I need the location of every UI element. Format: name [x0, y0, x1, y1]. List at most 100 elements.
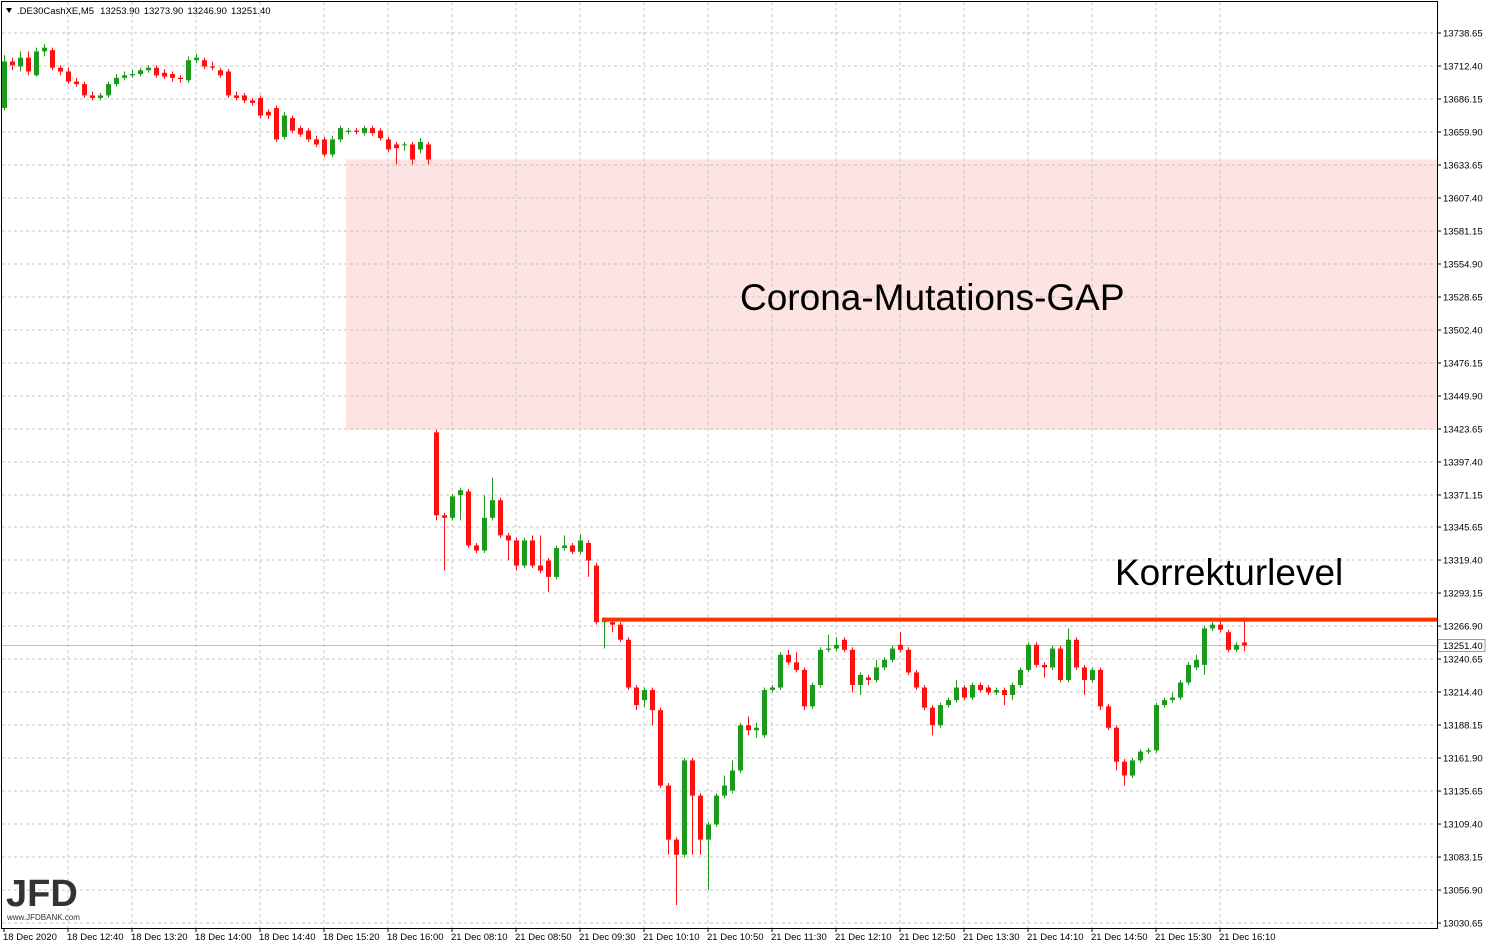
y-tick-label: 13423.65	[1443, 424, 1483, 435]
candle-body	[794, 662, 799, 670]
grid-layer	[2, 2, 1441, 932]
candle-body	[290, 118, 295, 131]
candle-body	[250, 100, 255, 103]
candle-body	[514, 540, 519, 566]
y-tick-label: 13449.90	[1443, 391, 1483, 402]
candle-body	[674, 839, 679, 855]
candle-body	[474, 545, 479, 551]
candle-body	[634, 687, 639, 706]
candle-body	[618, 624, 623, 640]
y-tick-label: 13109.40	[1443, 820, 1483, 831]
candle-body	[746, 725, 751, 731]
candle-body	[74, 81, 79, 85]
candle-body	[1106, 706, 1111, 728]
candle-body	[498, 500, 503, 536]
candle-body	[354, 130, 359, 132]
candle-body	[642, 690, 647, 701]
candle-body	[234, 95, 239, 98]
candle-body	[218, 70, 223, 76]
candle-body	[362, 128, 367, 134]
candle-body	[330, 139, 335, 155]
candle-body	[690, 760, 695, 796]
candle-body	[450, 496, 455, 518]
candle-body	[1218, 624, 1223, 630]
ohlc-high: 13273.90	[144, 6, 184, 17]
candle-body	[434, 432, 439, 516]
y-tick-label: 13240.65	[1443, 655, 1483, 666]
candle-body	[1002, 690, 1007, 696]
y-tick-label: 13581.15	[1443, 226, 1483, 237]
x-tick-label: 21 Dec 08:50	[515, 932, 572, 943]
candle-body	[754, 727, 759, 731]
candle-body	[138, 70, 143, 75]
x-tick-label: 18 Dec 13:20	[131, 932, 188, 943]
candle-body	[898, 644, 903, 650]
y-tick-label: 13554.90	[1443, 259, 1483, 270]
y-tick-label: 13607.40	[1443, 193, 1483, 204]
candle-body	[394, 144, 399, 149]
candle-body	[42, 47, 47, 52]
y-tick-label: 13633.65	[1443, 160, 1483, 171]
candle-body	[1018, 669, 1023, 685]
candle-body	[1010, 684, 1015, 696]
x-tick-label: 18 Dec 12:40	[67, 932, 124, 943]
candle-body	[1098, 669, 1103, 707]
candle-body	[970, 684, 975, 698]
candle-body	[922, 687, 927, 708]
candle-body	[282, 115, 287, 137]
candle-body	[1034, 644, 1039, 665]
candle-body	[130, 74, 135, 76]
candle-body	[114, 77, 119, 85]
candle-body	[978, 684, 983, 691]
candle-body	[506, 535, 511, 541]
candle-body	[410, 144, 415, 160]
x-tick-label: 18 Dec 2020	[3, 932, 57, 943]
candle-body	[58, 67, 63, 72]
candle-body	[18, 57, 23, 67]
candle-body	[266, 111, 271, 116]
y-tick-label: 13397.40	[1443, 457, 1483, 468]
candle-body	[418, 141, 423, 150]
candle-body	[490, 500, 495, 518]
candle-body	[162, 72, 167, 77]
candle-body	[170, 74, 175, 78]
menu-icon	[6, 8, 12, 13]
candle-body	[306, 130, 311, 140]
candle-body	[1122, 761, 1127, 776]
overlay-layer: 13738.65 13712.40 13686.15 13659.90 13633.65…	[3, 28, 1486, 943]
x-tick-label: 21 Dec 16:10	[1219, 932, 1276, 943]
y-tick-label: 13293.15	[1443, 589, 1483, 600]
candle-body	[842, 639, 847, 650]
candle-body	[666, 785, 671, 840]
candle-body	[1130, 760, 1135, 776]
x-tick-label: 21 Dec 14:10	[1027, 932, 1084, 943]
x-tick-label: 21 Dec 12:50	[899, 932, 956, 943]
candle-body	[338, 128, 343, 140]
candle-body	[1154, 705, 1159, 751]
candle-body	[562, 545, 567, 548]
candle-body	[1234, 644, 1239, 650]
header: .DE30CashXE,M5 13253.90 13273.90 13246.90 13…	[17, 6, 271, 17]
logo-url: www.JFDBANK.com	[6, 913, 80, 922]
y-tick-label: 13476.15	[1443, 358, 1483, 369]
logo: JFD	[6, 873, 78, 915]
candle-body	[402, 144, 407, 146]
x-tick-label: 21 Dec 10:50	[707, 932, 764, 943]
candle-body	[90, 95, 95, 98]
x-tick-label: 21 Dec 11:30	[771, 932, 827, 943]
candle-body	[738, 725, 743, 771]
symbol: .DE30CashXE,M5	[17, 6, 94, 17]
candle-body	[890, 648, 895, 660]
candle-body	[906, 649, 911, 673]
candle-body	[1114, 727, 1119, 762]
candle-body	[210, 66, 215, 68]
candle-body	[786, 654, 791, 663]
x-tick-label: 18 Dec 14:00	[195, 932, 252, 943]
candle-body	[1066, 639, 1071, 680]
candle-body	[834, 644, 839, 649]
x-tick-label: 21 Dec 08:10	[451, 932, 508, 943]
ohlc-open: 13253.90	[100, 6, 140, 17]
candle-body	[82, 84, 87, 96]
candle-body	[850, 649, 855, 685]
